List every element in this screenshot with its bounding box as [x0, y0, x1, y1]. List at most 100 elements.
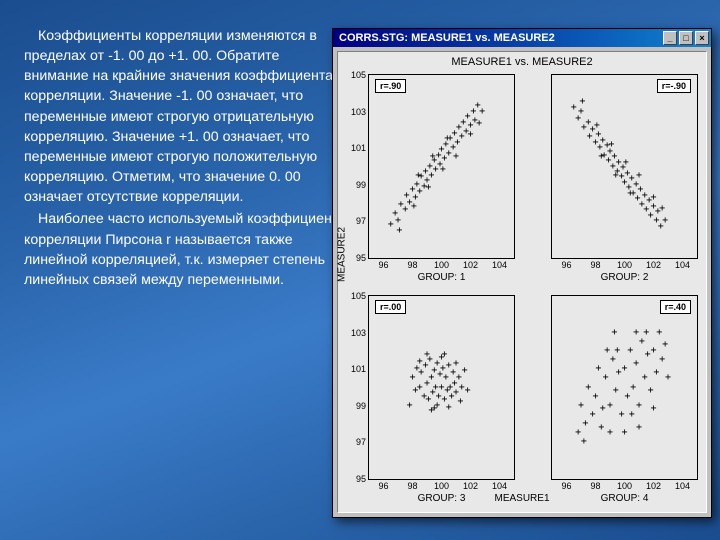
- data-point: +: [633, 330, 639, 336]
- x-tick: 102: [463, 258, 478, 270]
- y-tick: 101: [351, 143, 369, 153]
- data-point: +: [642, 375, 648, 381]
- close-button[interactable]: ×: [695, 31, 709, 45]
- x-tick: 96: [378, 479, 388, 491]
- data-point: +: [578, 109, 584, 115]
- x-tick: 100: [434, 258, 449, 270]
- data-point: +: [424, 352, 430, 358]
- data-point: +: [600, 406, 606, 412]
- data-point: +: [428, 375, 434, 381]
- data-point: +: [624, 394, 630, 400]
- window-controls: _ □ ×: [663, 31, 709, 45]
- data-point: +: [607, 430, 613, 436]
- data-point: +: [476, 121, 482, 127]
- data-point: +: [430, 154, 436, 160]
- correlation-label: r=.00: [375, 300, 406, 314]
- data-point: +: [592, 394, 598, 400]
- x-tick: 102: [463, 479, 478, 491]
- data-point: +: [388, 222, 394, 228]
- group-label: GROUP: 4: [601, 493, 649, 504]
- data-point: +: [441, 352, 447, 358]
- group-label: GROUP: 3: [418, 493, 466, 504]
- data-point: +: [621, 366, 627, 372]
- window-title: CORRS.STG: MEASURE1 vs. MEASURE2: [335, 32, 663, 44]
- data-point: +: [467, 132, 473, 138]
- data-point: +: [443, 375, 449, 381]
- data-point: +: [598, 425, 604, 431]
- data-point: +: [636, 425, 642, 431]
- minimize-button[interactable]: _: [663, 31, 677, 45]
- data-point: +: [575, 430, 581, 436]
- y-tick: 105: [351, 70, 369, 80]
- data-point: +: [613, 388, 619, 394]
- scatter-panel-p3: ++++++++++++++++++++++++++++++++++++++++…: [368, 295, 515, 480]
- stats-app-window: CORRS.STG: MEASURE1 vs. MEASURE2 _ □ × M…: [332, 28, 712, 518]
- x-tick: 104: [675, 479, 690, 491]
- data-point: +: [425, 397, 431, 403]
- x-tick: 100: [617, 258, 632, 270]
- data-point: +: [578, 403, 584, 409]
- data-point: +: [411, 204, 417, 210]
- y-tick: 99: [356, 401, 369, 411]
- data-point: +: [418, 370, 424, 376]
- data-point: +: [633, 361, 639, 367]
- x-tick: 102: [646, 258, 661, 270]
- data-point: +: [402, 207, 408, 213]
- data-point: +: [453, 361, 459, 367]
- paragraph-2: Наиболее часто используемый коэффициент …: [24, 209, 344, 290]
- data-point: +: [613, 173, 619, 179]
- scatter-panel-p1: ++++++++++++++++++++++++++++++++++++++++…: [368, 74, 515, 259]
- data-point: +: [425, 185, 431, 191]
- data-point: +: [656, 330, 662, 336]
- data-point: +: [417, 385, 423, 391]
- data-point: +: [594, 123, 600, 129]
- data-point: +: [396, 228, 402, 234]
- data-point: +: [653, 370, 659, 376]
- titlebar[interactable]: CORRS.STG: MEASURE1 vs. MEASURE2 _ □ ×: [333, 29, 711, 47]
- data-point: +: [648, 388, 654, 394]
- data-point: +: [479, 109, 485, 115]
- data-point: +: [629, 412, 635, 418]
- x-tick: 104: [492, 479, 507, 491]
- data-point: +: [643, 330, 649, 336]
- scatter-panel-p2: ++++++++++++++++++++++++++++++++++++++++…: [551, 74, 698, 259]
- data-point: +: [630, 385, 636, 391]
- y-tick: 103: [351, 328, 369, 338]
- data-point: +: [440, 167, 446, 173]
- maximize-button[interactable]: □: [679, 31, 693, 45]
- data-point: +: [604, 348, 610, 354]
- chart-area: MEASURE1 vs. MEASURE2 MEASURE2 MEASURE1 …: [337, 51, 707, 513]
- data-point: +: [627, 191, 633, 197]
- data-point: +: [659, 206, 665, 212]
- y-tick: 101: [351, 364, 369, 374]
- data-point: +: [444, 136, 450, 142]
- data-point: +: [623, 160, 629, 166]
- x-tick: 98: [590, 258, 600, 270]
- x-tick: 104: [492, 258, 507, 270]
- data-point: +: [662, 218, 668, 224]
- data-point: +: [659, 357, 665, 363]
- data-point: +: [614, 348, 620, 354]
- y-tick: 103: [351, 107, 369, 117]
- x-tick: 98: [407, 479, 417, 491]
- data-point: +: [571, 105, 577, 111]
- data-point: +: [627, 348, 633, 354]
- x-tick: 96: [561, 258, 571, 270]
- y-tick: 95: [356, 474, 369, 484]
- correlation-label: r=.90: [375, 79, 406, 93]
- data-point: +: [575, 116, 581, 122]
- panel-grid: ++++++++++++++++++++++++++++++++++++++++…: [368, 74, 698, 480]
- data-point: +: [636, 403, 642, 409]
- x-tick: 102: [646, 479, 661, 491]
- data-point: +: [650, 195, 656, 201]
- y-axis-label: MEASURE2: [337, 227, 348, 282]
- group-label: GROUP: 2: [601, 272, 649, 283]
- data-point: +: [409, 375, 415, 381]
- chart-subtitle: MEASURE1 vs. MEASURE2: [338, 52, 706, 70]
- data-point: +: [417, 359, 423, 365]
- x-axis-label: MEASURE1: [494, 493, 549, 504]
- paragraph-1: Коэффициенты корреляции изменяются в пре…: [24, 26, 344, 207]
- data-point: +: [636, 173, 642, 179]
- data-point: +: [619, 412, 625, 418]
- scatter-panel-p4: ++++++++++++++++++++++++++++++++++++++++…: [551, 295, 698, 480]
